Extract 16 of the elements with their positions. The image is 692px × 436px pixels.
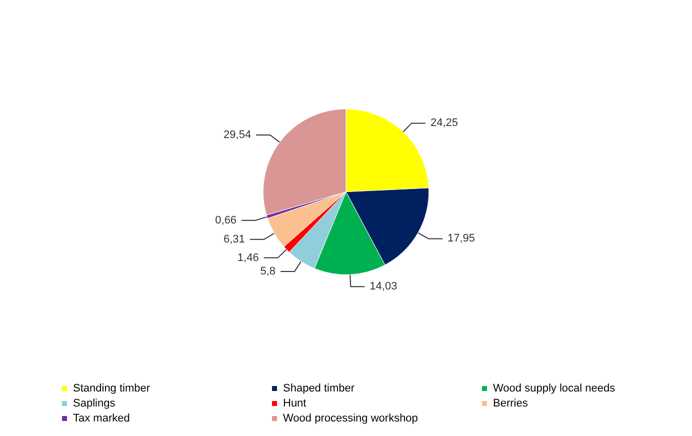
- legend-label: Hunt: [283, 398, 306, 410]
- legend-label: Berries: [493, 398, 528, 410]
- data-label: 1,46: [237, 252, 259, 264]
- legend-label: Tax marked: [73, 412, 130, 424]
- data-label: 5,8: [260, 266, 276, 278]
- data-label: 14,03: [370, 280, 398, 293]
- legend-label: Shaped timber: [283, 382, 355, 394]
- legend-label: Wood supply local needs: [493, 382, 616, 394]
- legend-label: Wood processing workshop: [283, 412, 418, 424]
- data-label: 0,66: [215, 214, 237, 226]
- data-label: 24,25: [430, 117, 458, 130]
- legend-label: Standing timber: [73, 382, 150, 394]
- legend-label: Saplings: [73, 398, 116, 410]
- data-label: 17,95: [447, 232, 475, 245]
- data-label: 6,31: [224, 233, 245, 246]
- data-label: 29,54: [224, 128, 252, 141]
